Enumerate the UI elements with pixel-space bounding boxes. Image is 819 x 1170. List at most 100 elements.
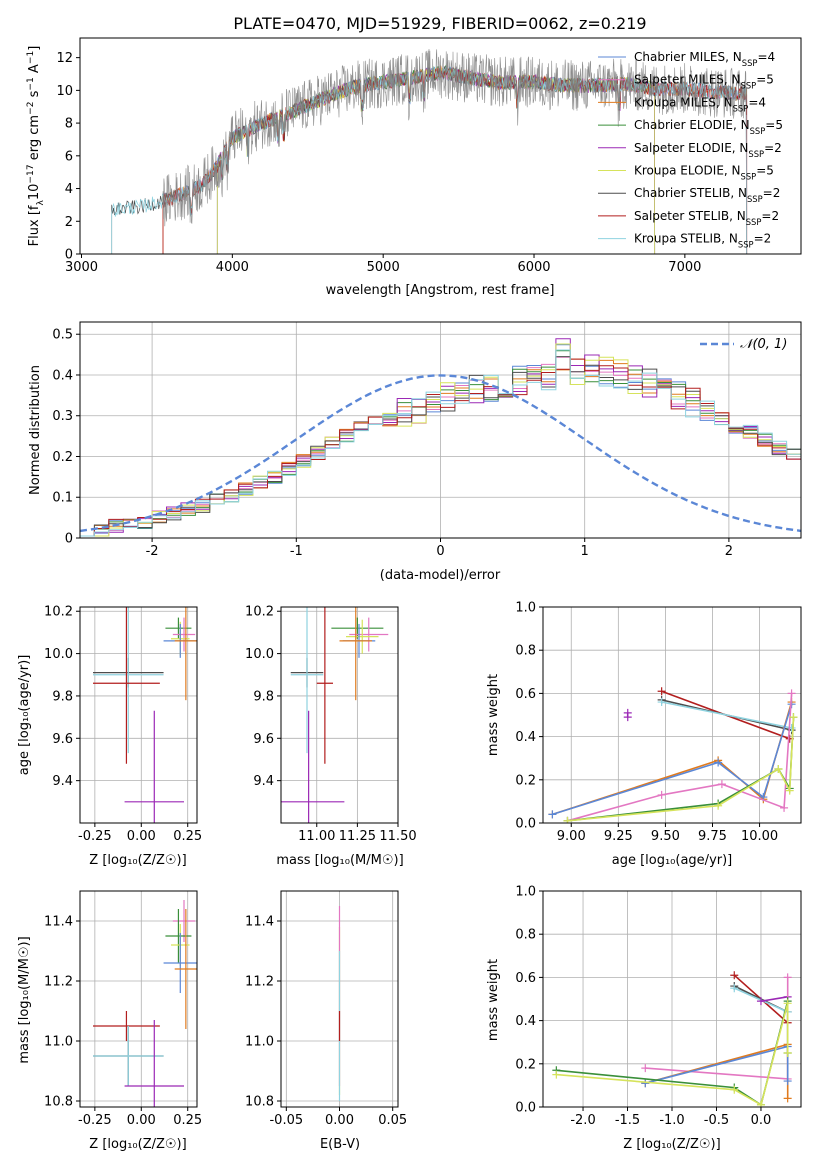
y-tick-label: 6: [65, 149, 73, 164]
line-salpeter-miles: [567, 693, 793, 822]
x-axis-label: Z [log₁₀(Z/Z☉)]: [623, 1137, 720, 1152]
x-tick-label: 0.05: [378, 1113, 407, 1128]
legend-entry: Kroupa MILES, NSSP=4: [634, 95, 766, 113]
spectrum-axes: 3000 4000 5000 6000 7000 0 2 4 6 8 10 12: [56, 37, 802, 275]
figure-title: PLATE=0470, MJD=51929, FIBERID=0062, z=0…: [233, 14, 646, 33]
y-tick-label: 0.0: [515, 817, 536, 832]
y-tick-label: 10.2: [44, 605, 73, 620]
marker-plus: [780, 803, 789, 812]
marker-plus: [783, 1094, 792, 1103]
axes-frame: [79, 606, 198, 824]
marker-plus: [641, 1079, 650, 1088]
x-tick-label: 0.00: [127, 829, 156, 844]
y-tick-label: 0.4: [515, 1014, 536, 1029]
axes-frame: [542, 606, 802, 824]
marker-plus: [714, 758, 723, 767]
x-axis-label: age [log₁₀(age/yr)]: [612, 853, 733, 868]
marker-plus: [563, 816, 572, 823]
y-tick-label: 0: [65, 532, 73, 547]
line-chabrier-miles: [552, 703, 793, 816]
plot-area: [93, 900, 197, 1107]
histogram-salpeter-stelib: [80, 358, 801, 537]
y-tick-label: 11.2: [245, 975, 274, 990]
x-tick-label: 11.25: [339, 829, 376, 844]
x-tick-label: 9.00: [557, 829, 586, 844]
legend: Chabrier MILES, NSSP=4 Salpeter MILES, NS…: [598, 50, 783, 250]
y-tick-label: 0.2: [515, 773, 536, 788]
x-tick-label: 2: [725, 544, 733, 559]
model-spectrum-kroupa-elodie: [216, 67, 656, 254]
x-tick-label: -1.5: [615, 1113, 640, 1128]
y-tick-label: 0.2: [52, 450, 73, 465]
y-tick-label: 0.6: [515, 687, 536, 702]
plot-area: [281, 607, 389, 823]
y-tick-label: 11.2: [44, 975, 73, 990]
marker-plus: [730, 971, 739, 980]
z-mass-axes: -0.25 0.00 0.25 10.8 11.0 11.2 11.4: [44, 890, 202, 1128]
axes-frame: [79, 37, 802, 255]
marker-plus: [657, 790, 666, 799]
x-tick-label: 0.25: [173, 1113, 202, 1128]
marker-plus: [730, 1085, 739, 1094]
marker-plus: [783, 1077, 792, 1086]
legend-entry: Salpeter MILES, NSSP=5: [634, 73, 774, 91]
legend-entry: Salpeter STELIB, NSSP=2: [634, 209, 779, 227]
legend-entry: Kroupa STELIB, NSSP=2: [634, 232, 771, 250]
y-tick-label: 10.8: [44, 1095, 73, 1110]
legend-entry: 𝒩(0, 1): [740, 337, 787, 352]
x-tick-label: -0.25: [78, 1113, 112, 1128]
model-spectrum-salpeter-elodie: [216, 67, 656, 254]
y-tick-label: 9.8: [253, 689, 274, 704]
marker-plus: [641, 1064, 650, 1073]
y-tick-label: 9.4: [253, 774, 274, 789]
x-tick-label: 11.00: [298, 829, 335, 844]
plot-area: [93, 607, 197, 823]
z-age-axes: -0.25 0.00 0.25 9.4 9.6 9.8 10.0 10.2: [44, 605, 202, 844]
x-tick-label: 5000: [367, 260, 400, 275]
x-tick-label: 6000: [517, 260, 550, 275]
y-tick-label: 0.5: [52, 328, 73, 343]
y-tick-label: 10: [56, 84, 73, 99]
ebv-mass-axes: -0.05 0.00 0.05 10.8 11.0 11.2 11.4: [245, 890, 407, 1128]
marker-plus: [623, 708, 632, 717]
x-tick-label: 9.50: [651, 829, 680, 844]
y-axis-label: mass weight: [486, 959, 501, 1041]
y-axis-label: mass weight: [486, 674, 501, 756]
x-tick-label: -1.0: [659, 1113, 684, 1128]
y-tick-label: 0.3: [52, 409, 73, 424]
axes-frame: [280, 606, 399, 824]
y-tick-label: 1.0: [515, 885, 536, 900]
legend-entry: Kroupa ELODIE, NSSP=5: [634, 164, 774, 182]
x-axis-label: (data-model)/error: [380, 568, 501, 583]
y-tick-label: 4: [65, 182, 73, 197]
x-tick-label: 11.50: [379, 829, 416, 844]
x-tick-label: 9.25: [604, 829, 633, 844]
marker-plus: [783, 999, 792, 1008]
x-tick-label: 3000: [65, 260, 98, 275]
line-salpeter-elodie: [760, 996, 788, 1002]
normal-curve: [80, 374, 801, 533]
y-tick-label: 10.0: [245, 647, 274, 662]
y-tick-label: 11.4: [44, 915, 73, 930]
y-tick-label: 9.4: [52, 774, 73, 789]
y-tick-label: 0.4: [515, 730, 536, 745]
y-tick-label: 9.6: [52, 732, 73, 747]
y-tick-label: 0.0: [515, 1101, 536, 1116]
marker-plus: [657, 698, 666, 707]
legend-entry: Chabrier MILES, NSSP=4: [634, 50, 775, 68]
line-kroupa-stelib: [661, 701, 792, 729]
z-massweight-axes: -2.0 -1.5 -1.0 -0.5 0.0 0.0 0.2 0.4 0.6 0.8 1.0: [515, 885, 802, 1128]
y-tick-label: 0.2: [515, 1057, 536, 1072]
x-axis-label: Z [log₁₀(Z/Z☉)]: [89, 853, 186, 868]
x-tick-label: -2: [146, 544, 159, 559]
model-spectrum-chabrier-elodie: [216, 65, 656, 254]
x-tick-label: 0.25: [173, 829, 202, 844]
y-tick-label: 10.8: [245, 1095, 274, 1110]
y-axis-label: Flux [fλ10−17 erg cm−2 s−1 A−1]: [26, 46, 46, 247]
marker-plus: [756, 997, 765, 1006]
legend-entry: Salpeter ELODIE, NSSP=2: [634, 141, 782, 159]
x-tick-label: -0.05: [269, 1113, 303, 1128]
marker-plus: [785, 786, 794, 795]
histogram-salpeter-elodie: [80, 338, 801, 537]
